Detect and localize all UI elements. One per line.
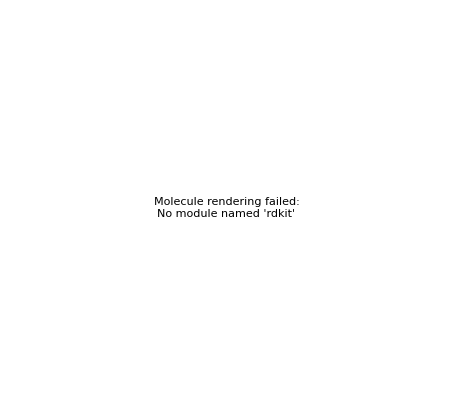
Text: Molecule rendering failed:
No module named 'rdkit': Molecule rendering failed: No module nam…: [154, 197, 299, 219]
